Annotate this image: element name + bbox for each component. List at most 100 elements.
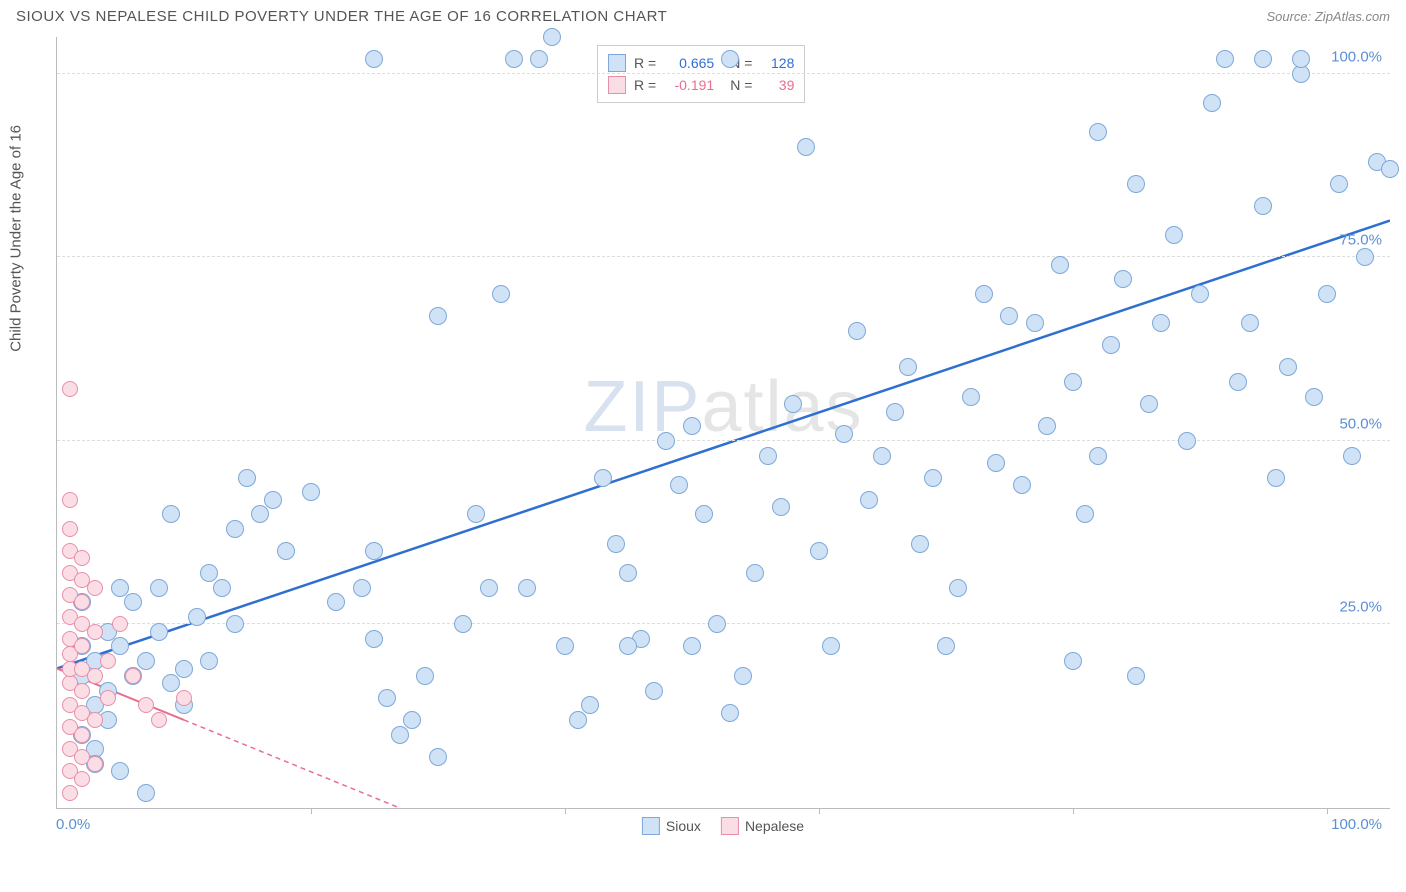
plot-area: ZIPatlas R = 0.665 N = 128 R = -0.191 N … [56,37,1390,809]
data-point [772,498,790,516]
data-point [721,50,739,68]
chart-container: Child Poverty Under the Age of 16 ZIPatl… [56,29,1390,839]
legend-row-nepalese: R = -0.191 N = 39 [608,74,794,96]
data-point [962,388,980,406]
data-point [62,492,78,508]
data-point [657,432,675,450]
data-point [327,593,345,611]
legend-item-nepalese: Nepalese [721,817,804,835]
data-point [975,285,993,303]
data-point [277,542,295,560]
data-point [1114,270,1132,288]
data-point [1127,175,1145,193]
data-point [124,593,142,611]
data-point [100,690,116,706]
data-point [162,674,180,692]
data-point [594,469,612,487]
data-point [1305,388,1323,406]
data-point [911,535,929,553]
data-point [200,564,218,582]
data-point [683,417,701,435]
data-point [543,28,561,46]
data-point [1343,447,1361,465]
data-point [1140,395,1158,413]
data-point [1241,314,1259,332]
data-point [365,630,383,648]
data-point [1330,175,1348,193]
data-point [1165,226,1183,244]
data-point [87,624,103,640]
data-point [353,579,371,597]
legend-swatch-sioux [608,54,626,72]
legend-row-sioux: R = 0.665 N = 128 [608,52,794,74]
ytick-label: 100.0% [1331,48,1382,65]
data-point [505,50,523,68]
legend-item-sioux: Sioux [642,817,701,835]
data-point [138,697,154,713]
regression-lines [57,37,1390,808]
data-point [251,505,269,523]
data-point [62,381,78,397]
data-point [1191,285,1209,303]
xtick-mark [565,808,566,814]
data-point [530,50,548,68]
data-point [175,660,193,678]
data-point [1267,469,1285,487]
data-point [238,469,256,487]
n-value-sioux: 128 [760,55,794,71]
gridline-h [57,73,1390,74]
data-point [899,358,917,376]
data-point [1356,248,1374,266]
data-point [467,505,485,523]
data-point [734,667,752,685]
data-point [1152,314,1170,332]
data-point [151,712,167,728]
data-point [556,637,574,655]
ytick-label: 50.0% [1339,415,1382,432]
data-point [100,653,116,669]
data-point [1064,373,1082,391]
gridline-h [57,256,1390,257]
legend-swatch-nepalese [721,817,739,835]
data-point [619,564,637,582]
data-point [784,395,802,413]
data-point [848,322,866,340]
data-point [518,579,536,597]
data-point [683,637,701,655]
data-point [62,521,78,537]
data-point [1051,256,1069,274]
data-point [1229,373,1247,391]
data-point [264,491,282,509]
data-point [492,285,510,303]
data-point [111,637,129,655]
data-point [403,711,421,729]
data-point [937,637,955,655]
data-point [569,711,587,729]
r-value-sioux: 0.665 [664,55,714,71]
data-point [886,403,904,421]
legend-label-nepalese: Nepalese [745,818,804,834]
data-point [1216,50,1234,68]
data-point [302,483,320,501]
r-label: R = [634,77,656,93]
r-label: R = [634,55,656,71]
y-axis-title: Child Poverty Under the Age of 16 [8,125,25,352]
data-point [112,616,128,632]
data-point [860,491,878,509]
data-point [607,535,625,553]
data-point [176,690,192,706]
data-point [721,704,739,722]
data-point [1292,50,1310,68]
data-point [74,638,90,654]
data-point [1127,667,1145,685]
data-point [797,138,815,156]
source-label: Source: ZipAtlas.com [1266,9,1390,24]
data-point [62,785,78,801]
data-point [1178,432,1196,450]
data-point [226,615,244,633]
data-point [87,668,103,684]
data-point [759,447,777,465]
data-point [708,615,726,633]
data-point [1013,476,1031,494]
data-point [581,696,599,714]
